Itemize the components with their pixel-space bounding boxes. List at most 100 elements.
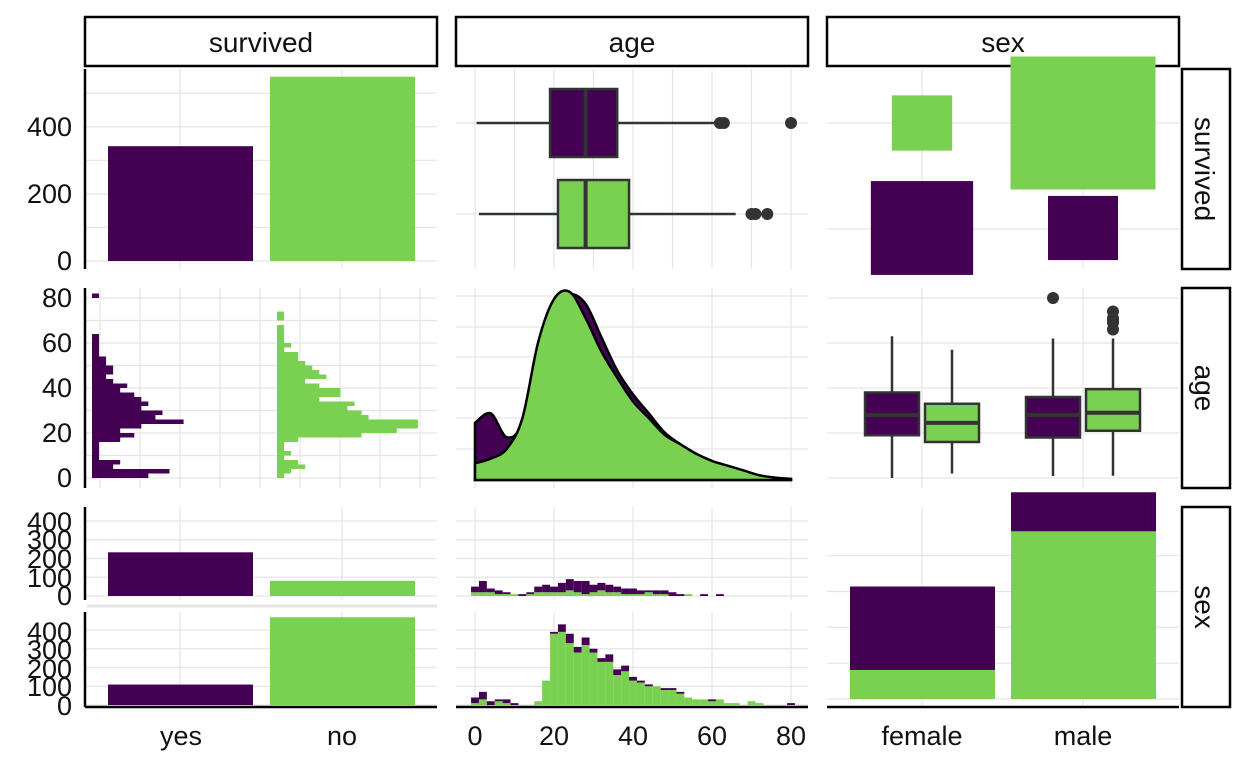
hist-bar-no <box>277 460 299 465</box>
stack-bar-female-no <box>589 592 598 596</box>
hist-bar-no <box>277 410 362 415</box>
stack-bar-female-yes <box>550 586 558 593</box>
x-tick-label: yes <box>160 721 202 751</box>
stack-bar-female-no <box>684 594 693 596</box>
stack-bar-female-yes <box>589 584 598 593</box>
stack-bar-female-yes <box>652 590 661 595</box>
hist-bar-yes <box>92 365 114 370</box>
hist-bar-yes <box>92 415 156 420</box>
hist-bar-yes <box>92 451 100 456</box>
hist-bar-yes <box>92 446 100 451</box>
hist-bar-yes <box>92 374 107 379</box>
stack-bar-female-no <box>636 594 645 596</box>
stack-bar-male-yes <box>589 648 598 653</box>
stack-bar-female-no <box>644 592 653 596</box>
tile-yes-female <box>870 181 974 275</box>
stack-bar-female-yes <box>660 590 669 595</box>
stack-bar-female-yes <box>542 584 551 593</box>
stack-bar-male-yes <box>471 697 479 704</box>
hist-bar-no <box>277 437 299 442</box>
stack-bar-female-no <box>581 594 590 596</box>
bar-survived-yes <box>108 146 253 261</box>
y-ticks-row3-top: 0 100 200 300 400 <box>27 507 72 611</box>
stack-bar-male-no <box>700 699 709 705</box>
density-no <box>473 289 793 482</box>
hist-bar-yes <box>92 334 100 339</box>
outlier-point <box>1047 292 1059 304</box>
bar-female-yes <box>108 552 253 596</box>
stack-bar-male-yes <box>621 665 630 672</box>
hist-bar-no <box>277 419 418 424</box>
stack-bar-male-no <box>605 661 614 705</box>
y-tick-label: 100 <box>27 672 72 702</box>
hist-bar-no <box>277 469 292 474</box>
x-tick-label: female <box>881 721 962 751</box>
bar-female-no <box>270 580 415 596</box>
stack-bar-female-yes <box>471 586 479 593</box>
y-tick-label: 200 <box>27 179 72 209</box>
stack-bar-male-no <box>542 680 551 705</box>
outlier-point <box>1107 305 1119 318</box>
stack-bar-male-no <box>478 699 487 705</box>
y-ticks-row2: 0 20 40 60 80 <box>42 283 72 493</box>
stack-bar-male-no <box>692 699 701 705</box>
stack-bar-female-yes <box>494 590 503 595</box>
box-male-yes <box>1024 395 1082 439</box>
stack-sex-female-no <box>850 669 995 699</box>
stack-bar-male-yes <box>636 680 645 683</box>
stack-bar-female-no <box>526 594 535 596</box>
stack-bar-male-no <box>573 652 582 705</box>
hist-bar-no <box>277 451 292 456</box>
strip-label: sex <box>1189 585 1220 629</box>
hist-bar-yes <box>92 370 114 375</box>
stack-bar-female-yes <box>573 581 582 593</box>
stack-bar-male-no <box>629 680 637 705</box>
stack-sex-female-yes <box>850 586 995 670</box>
hist-bar-no <box>277 383 320 388</box>
stack-bar-female-yes <box>486 588 495 593</box>
stack-bar-female-no <box>486 592 495 596</box>
stack-bar-male-no <box>660 690 669 705</box>
stack-bar-female-no <box>534 592 543 596</box>
strip-label: age <box>609 27 656 58</box>
stack-bar-male-yes <box>494 699 503 702</box>
stack-bar-male-yes <box>676 691 685 694</box>
bar-survived-no <box>270 76 415 261</box>
outlier-point <box>749 208 762 220</box>
y-ticks-row1: 0 200 400 <box>27 112 72 276</box>
x-ticks-sex: female male <box>881 721 1112 751</box>
hist-bar-no <box>277 379 306 384</box>
x-ticks-age: 0 20 40 60 80 <box>467 721 806 751</box>
y-tick-label: 0 <box>57 463 72 493</box>
stack-bar-female-yes <box>581 581 590 595</box>
hist-bar-no <box>277 424 418 429</box>
stack-bar-female-yes <box>597 582 606 591</box>
stack-bar-female-no <box>605 592 614 596</box>
stack-bar-female-yes <box>534 586 543 593</box>
y-tick-label: 20 <box>42 418 72 448</box>
hist-bar-no <box>277 329 285 334</box>
stack-bar-female-yes <box>613 586 622 593</box>
outlier-point <box>717 117 730 129</box>
tile-no-female <box>891 95 953 151</box>
stack-bar-female-yes <box>526 592 535 595</box>
stack-bar-male-yes <box>787 703 795 705</box>
hist-bar-yes <box>92 428 121 433</box>
strip-row-sex: sex <box>1180 505 1232 709</box>
hist-bar-no <box>277 455 285 460</box>
strip-box <box>1180 286 1232 490</box>
y-tick-label: 0 <box>57 581 72 611</box>
stack-bar-female-yes <box>676 594 685 596</box>
stack-bar-female-yes <box>700 594 709 596</box>
stack-bar-male-yes <box>486 701 495 705</box>
hist-bar-yes <box>92 361 107 366</box>
hist-bar-yes <box>92 442 100 447</box>
y-tick-label: 100 <box>27 563 72 593</box>
stack-bar-male-no <box>676 693 685 705</box>
hist-bar-no <box>277 388 341 393</box>
hist-bar-no <box>277 428 397 433</box>
strip-row-survived: survived <box>1180 67 1232 271</box>
stack-bar-male-yes <box>597 658 606 662</box>
stack-bar-male-no <box>597 661 606 705</box>
